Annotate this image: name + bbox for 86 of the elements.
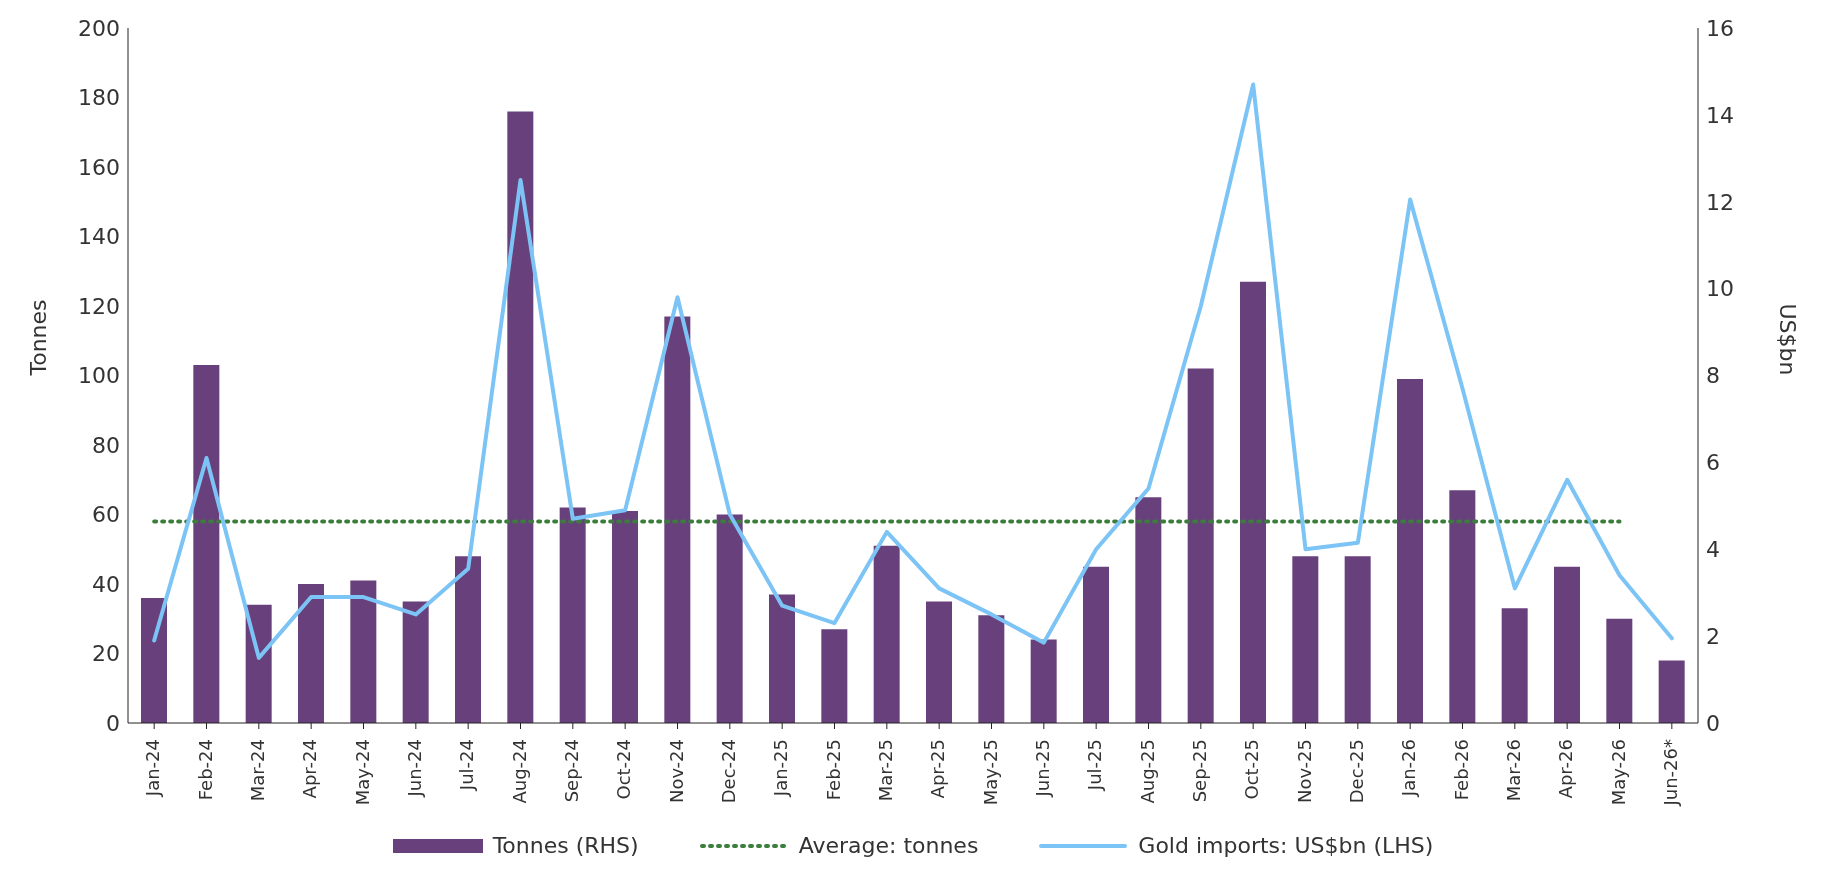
x-tick-label: Apr-25 [927, 739, 949, 799]
bar [455, 556, 481, 723]
bar [193, 365, 220, 723]
x-tick-label: Jun-26* [1659, 739, 1681, 807]
bar [141, 597, 167, 723]
x-tick-label: Apr-24 [299, 739, 321, 799]
bar [1135, 497, 1162, 723]
bar [978, 615, 1005, 723]
x-tick-label: Jun-25 [1031, 739, 1053, 798]
bar [402, 601, 429, 723]
x-tick-label: Jan-24 [142, 739, 164, 798]
y2-tick-label: 14 [1706, 102, 1734, 128]
bar [873, 545, 900, 723]
y-axis-title: Tonnes [25, 299, 51, 377]
x-tick-label: Mar-26 [1502, 739, 1524, 802]
bar [716, 514, 743, 723]
y2-tick-label: 16 [1706, 15, 1734, 41]
bar [1240, 281, 1266, 723]
y2-tick-label: 6 [1706, 450, 1720, 476]
x-tick-label: Dec-25 [1345, 739, 1367, 804]
bar [821, 629, 848, 723]
bar [1292, 556, 1319, 723]
x-tick-label: Jul-24 [456, 739, 478, 792]
y-tick-label: 40 [92, 571, 120, 597]
y-tick-label: 80 [92, 432, 120, 458]
bar [1187, 368, 1214, 723]
bar [507, 111, 534, 723]
y-tick-label: 160 [78, 154, 120, 180]
x-tick-label: Sep-25 [1188, 739, 1210, 803]
bar [769, 594, 795, 723]
bar [245, 604, 272, 723]
bar [1344, 556, 1371, 723]
x-tick-label: May-25 [979, 739, 1001, 806]
x-tick-label: May-24 [351, 739, 373, 806]
x-tick-label: Jul-25 [1084, 739, 1106, 792]
y2-tick-label: 12 [1706, 189, 1734, 215]
x-tick-label: Mar-25 [874, 739, 896, 802]
x-tick-label: Apr-26 [1555, 739, 1577, 799]
y2-axis-title: US$bn [1775, 303, 1801, 376]
y-tick-label: 0 [106, 710, 120, 736]
bar [1449, 490, 1476, 723]
x-tick-label: Dec-24 [717, 739, 739, 804]
legend-label: Tonnes (RHS) [492, 833, 639, 858]
bar [926, 601, 952, 723]
x-tick-label: Aug-24 [508, 739, 530, 804]
bar [1501, 608, 1528, 723]
y-tick-label: 120 [78, 293, 120, 319]
x-tick-label: Feb-24 [194, 739, 216, 801]
y2-tick-label: 8 [1706, 363, 1720, 389]
bar [612, 511, 638, 723]
bar [298, 584, 324, 723]
line-series [152, 82, 1674, 660]
y-tick-label: 20 [92, 641, 120, 667]
x-tick-label: Jan-25 [770, 739, 792, 798]
bar [1554, 566, 1580, 723]
y-tick-label: 180 [78, 85, 120, 111]
y-tick-label: 200 [78, 15, 120, 41]
x-tick-label: Nov-25 [1293, 739, 1315, 804]
x-tick-label: Nov-24 [665, 739, 687, 804]
y-tick-label: 140 [78, 224, 120, 250]
bar [1030, 639, 1057, 723]
x-tick-label: Aug-25 [1136, 739, 1158, 804]
bar [559, 507, 586, 723]
x-tick-label: Jan-26 [1398, 739, 1420, 798]
y2-tick-label: 2 [1706, 623, 1720, 649]
y2-tick-label: 0 [1706, 710, 1720, 736]
x-tick-label: Sep-24 [560, 739, 582, 803]
bar [1397, 378, 1423, 723]
x-tick-label: Oct-24 [613, 739, 635, 800]
x-tick-label: Jun-24 [403, 739, 425, 798]
bar [1606, 618, 1633, 723]
x-tick-label: Feb-25 [822, 739, 844, 801]
legend-label: Gold imports: US$bn (LHS) [1138, 833, 1434, 858]
bar [1083, 566, 1109, 723]
bar [1658, 660, 1685, 723]
y-tick-label: 60 [92, 502, 120, 528]
y-tick-label: 100 [78, 363, 120, 389]
legend-label: Average: tonnes [798, 833, 979, 858]
bar [664, 316, 691, 723]
y2-tick-label: 10 [1706, 276, 1734, 302]
x-tick-label: Mar-24 [246, 739, 268, 802]
x-tick-label: May-26 [1607, 739, 1629, 806]
y2-tick-label: 4 [1706, 537, 1720, 563]
x-tick-label: Oct-25 [1241, 739, 1263, 800]
bar [350, 580, 377, 723]
x-tick-label: Feb-26 [1450, 739, 1472, 801]
